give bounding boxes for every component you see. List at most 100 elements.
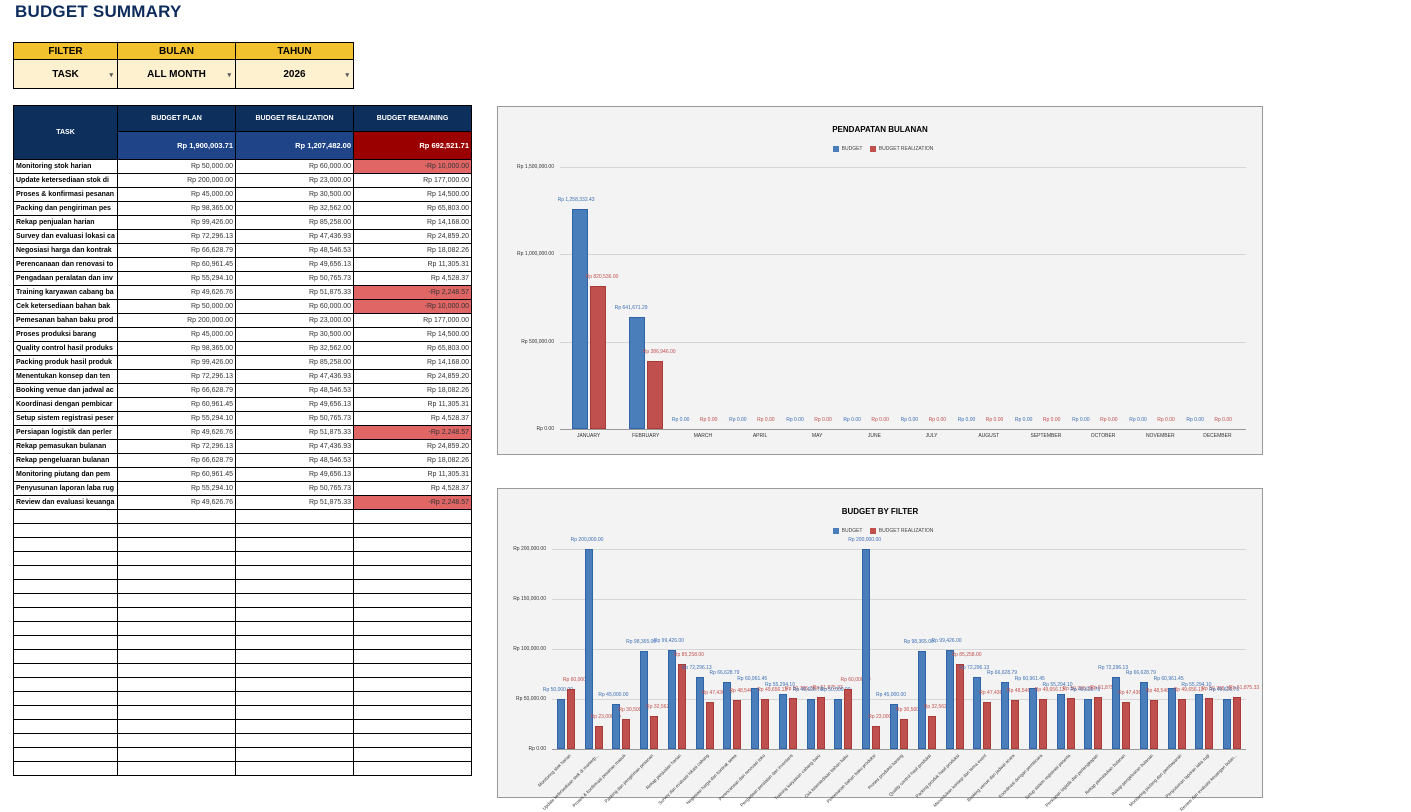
task-cell[interactable]: Training karyawan cabang ba <box>13 285 118 300</box>
realization-bar[interactable] <box>1177 699 1186 749</box>
realization-bar[interactable] <box>1038 699 1047 749</box>
budget-bar[interactable] <box>834 699 843 749</box>
empty-cell[interactable] <box>235 635 354 650</box>
realization-cell[interactable]: Rp 50,765.73 <box>235 271 354 286</box>
remaining-cell[interactable]: Rp 24,859.20 <box>353 229 472 244</box>
empty-cell[interactable] <box>13 691 118 706</box>
empty-cell[interactable] <box>117 719 236 734</box>
remaining-cell[interactable]: Rp 18,082.26 <box>353 453 472 468</box>
empty-cell[interactable] <box>13 747 118 762</box>
empty-cell[interactable] <box>13 663 118 678</box>
realization-cell[interactable]: Rp 51,875.33 <box>235 495 354 510</box>
empty-cell[interactable] <box>353 565 472 580</box>
empty-cell[interactable] <box>117 523 236 538</box>
empty-cell[interactable] <box>235 551 354 566</box>
budget-bar[interactable] <box>723 682 732 749</box>
task-cell[interactable]: Perencanaan dan renovasi to <box>13 257 118 272</box>
realization-cell[interactable]: Rp 50,765.73 <box>235 481 354 496</box>
task-cell[interactable]: Pengadaan peralatan dan inv <box>13 271 118 286</box>
empty-cell[interactable] <box>353 649 472 664</box>
empty-cell[interactable] <box>353 523 472 538</box>
realization-bar[interactable] <box>589 285 606 429</box>
realization-cell[interactable]: Rp 48,546.53 <box>235 243 354 258</box>
remaining-cell[interactable]: Rp 4,528.37 <box>353 271 472 286</box>
remaining-cell[interactable]: -Rp 2,248.57 <box>353 285 472 300</box>
realization-bar[interactable] <box>1122 701 1131 749</box>
bulan-dropdown[interactable]: ALL MONTH ▾ <box>117 59 236 89</box>
empty-cell[interactable] <box>117 579 236 594</box>
realization-cell[interactable]: Rp 60,000.00 <box>235 159 354 174</box>
task-cell[interactable]: Menentukan konsep dan ten <box>13 369 118 384</box>
realization-bar[interactable] <box>1149 700 1158 749</box>
plan-cell[interactable]: Rp 98,365.00 <box>117 201 236 216</box>
empty-cell[interactable] <box>235 621 354 636</box>
empty-cell[interactable] <box>353 761 472 776</box>
plan-cell[interactable]: Rp 55,294.10 <box>117 411 236 426</box>
empty-cell[interactable] <box>353 621 472 636</box>
remaining-cell[interactable]: Rp 11,305.31 <box>353 257 472 272</box>
empty-cell[interactable] <box>353 509 472 524</box>
remaining-cell[interactable]: Rp 24,859.20 <box>353 439 472 454</box>
task-cell[interactable]: Monitoring piutang dan pem <box>13 467 118 482</box>
plan-cell[interactable]: Rp 72,296.13 <box>117 369 236 384</box>
remaining-cell[interactable]: -Rp 2,248.57 <box>353 495 472 510</box>
empty-cell[interactable] <box>353 733 472 748</box>
empty-cell[interactable] <box>13 523 118 538</box>
tahun-dropdown[interactable]: 2026 ▾ <box>235 59 354 89</box>
empty-cell[interactable] <box>117 593 236 608</box>
budget-bar[interactable] <box>1167 688 1176 749</box>
task-cell[interactable]: Proses & konfirmasi pesanan <box>13 187 118 202</box>
realization-cell[interactable]: Rp 47,436.93 <box>235 369 354 384</box>
empty-cell[interactable] <box>117 705 236 720</box>
empty-cell[interactable] <box>13 635 118 650</box>
empty-cell[interactable] <box>117 677 236 692</box>
task-cell[interactable]: Review dan evaluasi keuanga <box>13 495 118 510</box>
plan-cell[interactable]: Rp 49,626.76 <box>117 285 236 300</box>
budget-bar[interactable] <box>917 650 926 749</box>
task-cell[interactable]: Proses produksi barang <box>13 327 118 342</box>
task-cell[interactable]: Koordinasi dengan pembicar <box>13 397 118 412</box>
plan-cell[interactable]: Rp 49,626.76 <box>117 425 236 440</box>
empty-cell[interactable] <box>13 565 118 580</box>
realization-bar[interactable] <box>650 716 659 749</box>
realization-bar[interactable] <box>1011 700 1020 749</box>
empty-cell[interactable] <box>235 537 354 552</box>
task-cell[interactable]: Quality control hasil produks <box>13 341 118 356</box>
budget-bar[interactable] <box>695 676 704 749</box>
empty-cell[interactable] <box>13 677 118 692</box>
empty-cell[interactable] <box>13 733 118 748</box>
realization-bar[interactable] <box>816 697 825 749</box>
budget-bar[interactable] <box>640 650 649 749</box>
remaining-cell[interactable]: Rp 11,305.31 <box>353 397 472 412</box>
empty-cell[interactable] <box>353 705 472 720</box>
budget-bar[interactable] <box>1001 682 1010 749</box>
empty-cell[interactable] <box>13 579 118 594</box>
realization-bar[interactable] <box>1094 697 1103 749</box>
budget-bar[interactable] <box>556 699 565 749</box>
remaining-cell[interactable]: -Rp 10,000.00 <box>353 299 472 314</box>
realization-bar[interactable] <box>705 701 714 749</box>
budget-bar[interactable] <box>1112 676 1121 749</box>
chevron-down-icon[interactable]: ▾ <box>227 72 231 79</box>
budget-bar[interactable] <box>1195 693 1204 749</box>
empty-cell[interactable] <box>235 509 354 524</box>
realization-bar[interactable] <box>900 718 908 749</box>
realization-bar[interactable] <box>844 689 853 749</box>
budget-bar[interactable] <box>973 676 982 749</box>
empty-cell[interactable] <box>117 649 236 664</box>
task-cell[interactable]: Packing dan pengiriman pes <box>13 201 118 216</box>
empty-cell[interactable] <box>235 761 354 776</box>
empty-cell[interactable] <box>235 523 354 538</box>
budget-bar[interactable] <box>584 549 593 749</box>
plan-cell[interactable]: Rp 72,296.13 <box>117 229 236 244</box>
realization-cell[interactable]: Rp 85,258.00 <box>235 215 354 230</box>
task-cell[interactable]: Rekap penjualan harian <box>13 215 118 230</box>
task-cell[interactable]: Persiapan logistik dan perler <box>13 425 118 440</box>
empty-cell[interactable] <box>235 607 354 622</box>
empty-cell[interactable] <box>13 621 118 636</box>
plan-cell[interactable]: Rp 72,296.13 <box>117 439 236 454</box>
empty-cell[interactable] <box>13 537 118 552</box>
realization-cell[interactable]: Rp 51,875.33 <box>235 425 354 440</box>
realization-bar[interactable] <box>983 701 992 749</box>
budget-bar[interactable] <box>1139 682 1148 749</box>
